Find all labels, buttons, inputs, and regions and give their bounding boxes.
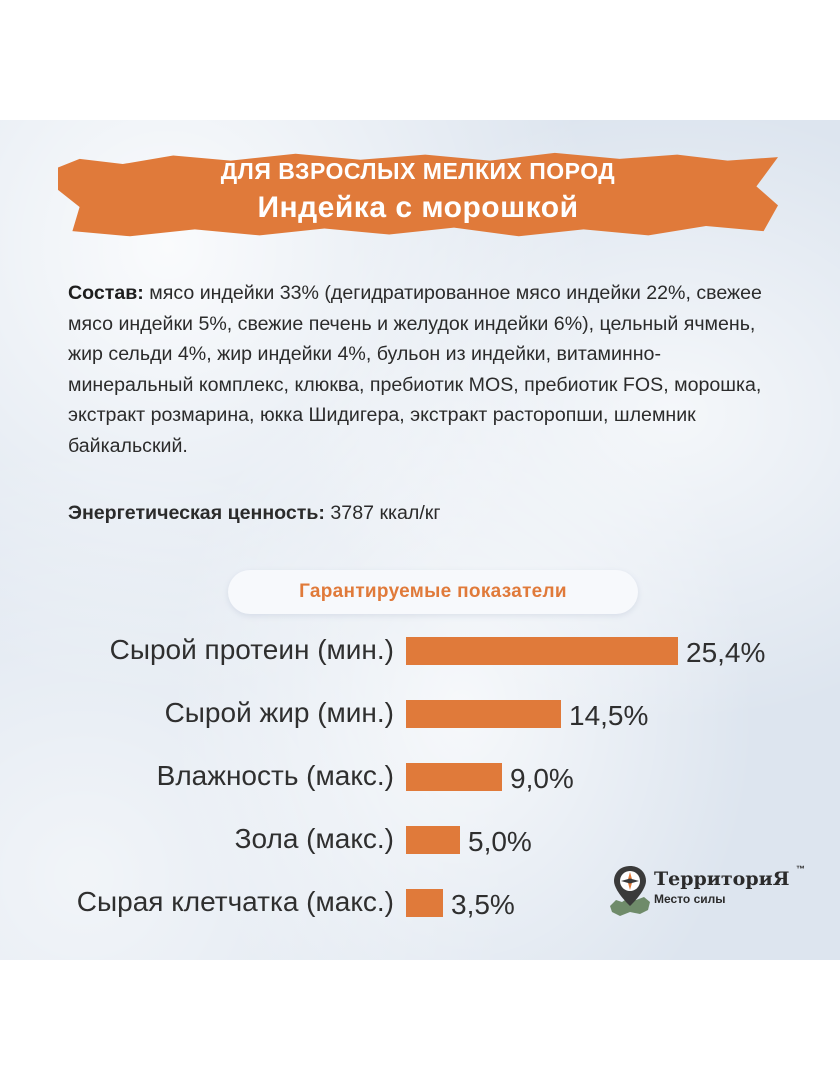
banner-text: ДЛЯ ВЗРОСЛЫХ МЕЛКИХ ПОРОД Индейка с моро…: [58, 154, 778, 228]
banner-title: Индейка с морошкой: [257, 191, 579, 224]
bar: [406, 700, 561, 728]
value-label: 5,0%: [468, 826, 532, 857]
category-label: Зола (макс.): [234, 823, 394, 854]
chart-row: Сырой жир (мин.) 14,5%: [0, 693, 840, 733]
energy-value-line: Энергетическая ценность: 3787 ккал/кг: [68, 502, 768, 525]
title-banner: [58, 152, 778, 237]
chart-row: Зола (макс.) 5,0%: [0, 819, 840, 859]
bar: [406, 763, 502, 791]
chart-row: Сырая клетчатка (макс.) 3,5%: [0, 882, 840, 922]
value-label: 14,5%: [569, 700, 649, 731]
composition-label: Состав:: [68, 282, 144, 304]
bar: [406, 826, 460, 854]
bar: [406, 637, 678, 665]
value-label: 3,5%: [451, 889, 515, 920]
trademark-symbol: ™: [796, 864, 805, 874]
compass-map-pin-icon: [610, 866, 650, 916]
category-label: Влажность (макс.): [156, 760, 394, 791]
brand-logo: ТерриториЯ ™ Место силы: [608, 862, 808, 922]
chart-row: Влажность (макс.) 9,0%: [0, 756, 840, 796]
guaranteed-values-heading: Гарантируемые показатели: [228, 570, 638, 614]
category-label: Сырой протеин (мин.): [109, 634, 394, 665]
product-card: ДЛЯ ВЗРОСЛЫХ МЕЛКИХ ПОРОД Индейка с моро…: [0, 120, 840, 960]
brand-name: ТерриториЯ: [654, 868, 790, 890]
brand-tagline: Место силы: [654, 892, 726, 906]
category-label: Сырая клетчатка (макс.): [76, 886, 394, 917]
chart-row: Сырой протеин (мин.) 25,4%: [0, 630, 840, 670]
composition-paragraph: Состав: мясо индейки 33% (дегидратирован…: [68, 278, 768, 461]
energy-value: 3787 ккал/кг: [324, 502, 441, 524]
composition-text: мясо индейки 33% (дегидратированное мясо…: [68, 282, 762, 457]
banner-subtitle: ДЛЯ ВЗРОСЛЫХ МЕЛКИХ ПОРОД: [220, 158, 616, 184]
value-label: 25,4%: [686, 637, 766, 668]
value-label: 9,0%: [510, 763, 574, 794]
bar: [406, 889, 443, 917]
category-label: Сырой жир (мин.): [164, 697, 394, 728]
energy-label: Энергетическая ценность:: [68, 502, 325, 524]
